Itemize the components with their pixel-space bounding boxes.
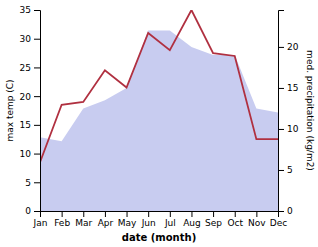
tick: Apr (98, 211, 114, 228)
tick-mark (34, 67, 40, 68)
tick-mark (62, 211, 63, 217)
tick-mark (34, 10, 40, 11)
tick-mark (83, 211, 84, 217)
tick-label: Dec (270, 218, 287, 228)
tick-mark (34, 182, 40, 183)
tick-mark (278, 47, 284, 48)
x-axis: Jan Feb Mar Apr May Jun Jul Aug Sep Oct Nov Dec (33, 211, 288, 228)
tick-label: Jul (164, 218, 176, 228)
tick-label: May (118, 218, 137, 228)
tick-label: 5 (25, 178, 31, 188)
axis-line (279, 11, 285, 212)
tick-mark (278, 129, 284, 130)
tick-mark (213, 211, 214, 217)
tick: 5 (278, 165, 293, 175)
tick: 0 (25, 206, 40, 216)
tick-label: 15 (20, 120, 31, 130)
tick: 10 (20, 149, 40, 159)
tick-label: 30 (20, 34, 32, 44)
tick-label: 20 (287, 42, 299, 52)
tick-label: 0 (287, 206, 293, 216)
tick-mark (105, 211, 106, 217)
tick-label: Nov (248, 218, 266, 228)
tick: 25 (20, 63, 40, 73)
tick-label: 5 (287, 165, 293, 175)
y2-axis-title: med. precipitation (kg/m2) (305, 50, 315, 171)
tick: 20 (278, 42, 299, 52)
tick: Nov (248, 211, 266, 228)
tick: Oct (227, 211, 243, 228)
tick: May (118, 211, 137, 228)
plot-area (40, 10, 278, 211)
tick: Mar (75, 211, 92, 228)
area (40, 31, 278, 211)
tick: Aug (183, 211, 201, 228)
tick-label: Mar (75, 218, 92, 228)
tick-mark (34, 125, 40, 126)
tick-mark (170, 211, 171, 217)
tick: 5 (25, 178, 40, 188)
tick-label: 10 (287, 124, 299, 134)
tick-label: Oct (227, 218, 243, 228)
chart: JanFebMarAprMayJunJulAugSepOctNovDec0510… (0, 0, 318, 247)
tick-mark (148, 211, 149, 217)
tick-mark (256, 211, 257, 217)
tick: 30 (20, 34, 40, 44)
x-axis-title: date (month) (122, 232, 196, 243)
tick: Dec (270, 211, 287, 228)
tick: 10 (278, 124, 299, 134)
tick-mark (278, 170, 284, 171)
tick: Feb (54, 211, 70, 228)
tick-label: 20 (20, 92, 32, 102)
y-axis: 0 5 10 15 20 25 30 35 (20, 5, 41, 216)
tick-mark (278, 88, 284, 89)
tick: 35 (20, 5, 40, 15)
tick-mark (34, 39, 40, 40)
tick: Jun (141, 211, 156, 228)
tick-mark (34, 154, 40, 155)
tick-mark (34, 96, 40, 97)
tick-mark (127, 211, 128, 217)
tick-label: 10 (20, 149, 32, 159)
tick: 15 (20, 120, 40, 130)
tick-label: Jun (141, 218, 156, 228)
axis-line (34, 11, 41, 212)
axis-line (41, 212, 279, 218)
tick-label: Jan (33, 218, 48, 228)
y2-axis: 0 5 10 15 20 (278, 11, 299, 217)
tick-label: 0 (25, 206, 31, 216)
tick-label: Feb (54, 218, 70, 228)
tick-mark (278, 211, 284, 212)
y-axis-title: max temp (C) (5, 79, 15, 141)
tick: 0 (278, 206, 293, 216)
tick: 15 (278, 83, 298, 93)
tick-label: Apr (98, 218, 114, 228)
tick: Jul (164, 211, 176, 228)
tick: 20 (20, 92, 40, 102)
tick-mark (34, 211, 40, 212)
tick-mark (191, 211, 192, 217)
tick-label: Aug (183, 218, 201, 228)
tick: Sep (205, 211, 222, 228)
tick-label: Sep (205, 218, 222, 228)
tick-label: 25 (20, 63, 31, 73)
tick-label: 15 (287, 83, 298, 93)
line (40, 10, 278, 162)
tick-label: 35 (20, 5, 31, 15)
tick: Jan (33, 211, 48, 228)
tick-mark (235, 211, 236, 217)
